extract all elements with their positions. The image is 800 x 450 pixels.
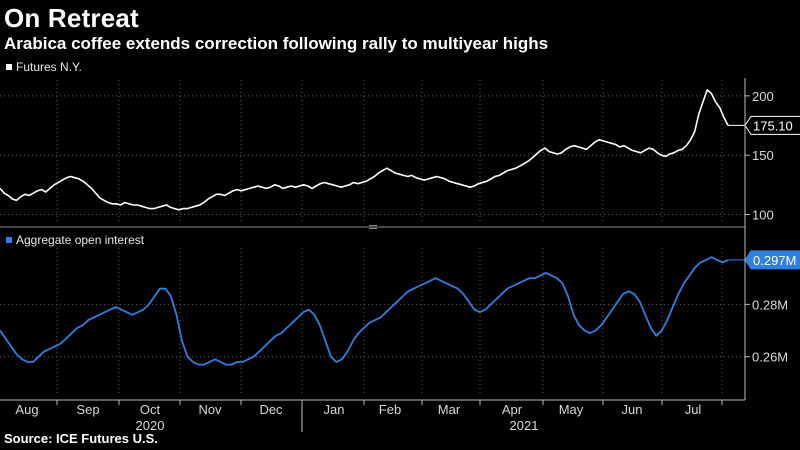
open-interest-series-line	[0, 256, 729, 366]
x-tick-label: Jun	[622, 402, 643, 417]
y-tick-label: 150	[752, 148, 774, 163]
open-interest-panel: Aggregate open interest 0.26M 0.28M 0.297…	[0, 233, 800, 396]
y-tick-label: 200	[752, 89, 774, 104]
futures-series-line	[0, 89, 729, 211]
futures-panel: Futures N.Y. 100 150 200 175.10	[0, 60, 800, 224]
y-tick-label: 100	[752, 208, 774, 223]
panel-resize-handle[interactable]	[369, 225, 377, 229]
source-note: Source: ICE Futures U.S.	[4, 431, 158, 446]
x-tick-label: Nov	[198, 402, 222, 417]
x-tick-label: Feb	[379, 402, 401, 417]
chart-title: On Retreat	[4, 3, 139, 33]
x-tick-label: Mar	[438, 402, 461, 417]
legend-futures: Futures N.Y.	[16, 60, 82, 74]
x-year-label: 2020	[136, 418, 165, 433]
x-tick-label: Aug	[15, 402, 38, 417]
last-value-label: 175.10	[753, 118, 793, 133]
x-tick-label: Jul	[685, 402, 702, 417]
legend-swatch-oi	[6, 237, 12, 243]
x-tick-label: Sep	[76, 402, 99, 417]
x-tick-label: May	[559, 402, 584, 417]
x-tick-label: Dec	[259, 402, 283, 417]
x-tick-label: Oct	[140, 402, 161, 417]
legend-swatch-futures	[6, 64, 12, 70]
x-year-label: 2021	[510, 418, 539, 433]
chart-subtitle: Arabica coffee extends correction follow…	[4, 34, 549, 53]
x-tick-label: Jan	[324, 402, 345, 417]
legend-open-interest: Aggregate open interest	[16, 233, 145, 247]
last-value-badge	[744, 115, 800, 135]
y-tick-label: 0.28M	[752, 297, 788, 312]
x-tick-label: Apr	[502, 402, 523, 417]
last-value-badge	[744, 250, 800, 270]
y-tick-label: 0.26M	[752, 350, 788, 365]
last-value-label: 0.297M	[753, 253, 796, 268]
x-axis: Aug Sep Oct Nov Dec Jan Feb Mar Apr May Jun Jul 2020…	[15, 400, 723, 433]
